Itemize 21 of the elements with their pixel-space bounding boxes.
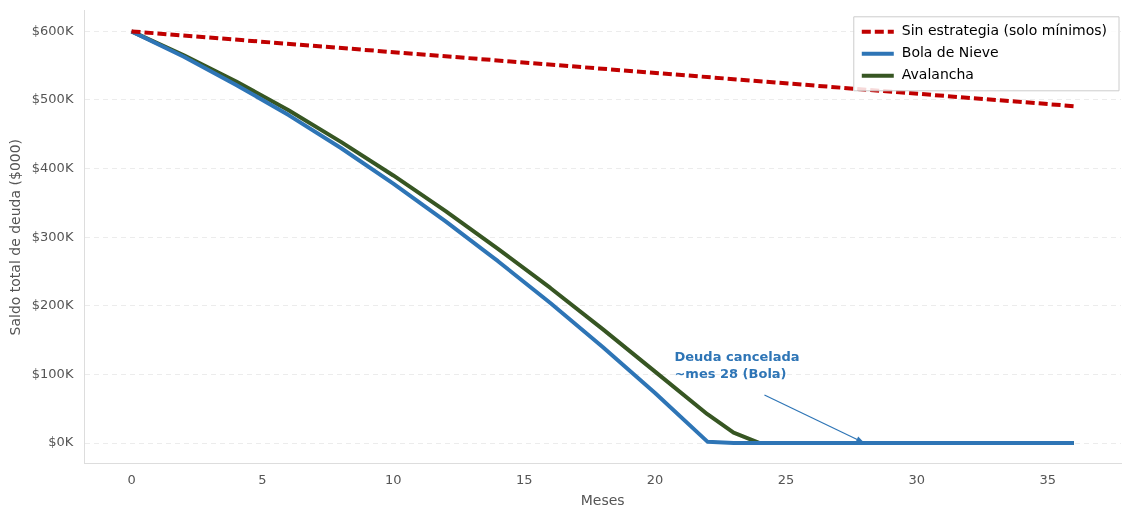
x-tick-label: 10 <box>385 471 402 487</box>
y-tick-label: $100K <box>31 365 74 381</box>
y-tick-label: $600K <box>31 22 74 38</box>
y-tick-label: $0K <box>48 434 74 450</box>
x-tick-label: 35 <box>1039 471 1056 487</box>
y-axis-title: Saldo total de deuda ($000) <box>7 138 24 336</box>
y-tick-label: $400K <box>31 159 74 175</box>
annotation: Deuda cancelada ~mes 28 (Bola) <box>674 349 800 382</box>
y-tick-label: $200K <box>31 297 74 313</box>
x-tick-label: 20 <box>646 471 664 487</box>
legend-label: Bola de Nieve <box>901 44 999 61</box>
x-tick-label: 25 <box>777 471 795 487</box>
legend-label: Sin estrategia (solo mínimos) <box>901 22 1107 39</box>
x-tick-label: 15 <box>515 471 533 487</box>
x-tick-label: 5 <box>258 471 267 487</box>
x-axis-title: Meses <box>580 492 625 509</box>
x-tick-label: 30 <box>908 471 926 487</box>
y-tick-label: $500K <box>31 91 74 107</box>
y-tick-label: $300K <box>31 228 74 244</box>
legend-label: Avalancha <box>901 66 974 83</box>
x-tick-label: 0 <box>127 471 136 487</box>
